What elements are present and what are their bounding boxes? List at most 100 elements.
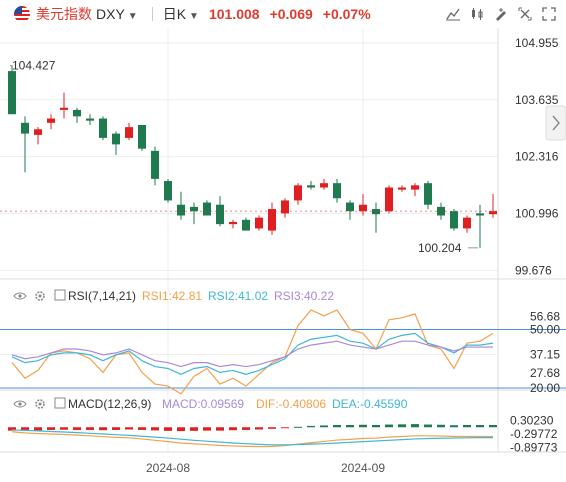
candle-body [8, 71, 16, 115]
candle-body [346, 202, 354, 212]
candle-body [177, 204, 185, 216]
price-change-pct: +0.07% [322, 6, 371, 22]
candle-body [359, 204, 367, 212]
candle-body [307, 185, 315, 188]
macd-bar [73, 427, 81, 430]
candles-icon[interactable] [468, 6, 486, 22]
macd-bar [229, 427, 237, 431]
chart-axes: 104.955 103.635 102.316 100.996 99.676 56.685… [146, 36, 560, 475]
macd-bar [21, 427, 29, 431]
macd-bar [60, 427, 68, 430]
macd-bar [281, 427, 289, 429]
macd-bar [372, 425, 380, 428]
macd-bar [411, 424, 419, 428]
candle-body [268, 209, 276, 231]
panel-toggle-icon[interactable] [54, 289, 66, 301]
macd-bar [489, 425, 497, 428]
price-tick-label: 99.676 [515, 263, 552, 277]
dea-legend: DEA:-0.45590 [332, 397, 408, 411]
candle-body [203, 202, 211, 216]
candle-body [255, 217, 263, 229]
macd-bar [242, 427, 250, 430]
candle-body [86, 118, 94, 121]
candle-body [125, 127, 133, 138]
macd-bar [385, 424, 393, 428]
close-icon[interactable] [516, 6, 534, 22]
draw-icon[interactable] [492, 6, 510, 22]
candle-body [320, 183, 328, 188]
candle-body [398, 187, 406, 190]
chevron-down-icon: ▼ [127, 11, 138, 22]
macd-bar [255, 427, 263, 430]
dxy-chart[interactable]: 104.955 103.635 102.316 100.996 99.676 56.685… [0, 28, 566, 482]
macd-panel [8, 424, 497, 448]
rsi-line-1 [11, 309, 494, 395]
candle-body [450, 211, 458, 229]
eye-icon[interactable] [13, 292, 27, 300]
divider [151, 7, 153, 21]
period-label: 日K [162, 6, 187, 22]
rsi2-legend: RSI2:41.02 [208, 289, 268, 303]
macd-bar [476, 425, 484, 428]
price-tick-label: 102.316 [515, 150, 559, 164]
macd-bar [34, 427, 42, 431]
macd-bar [47, 427, 55, 430]
gear-icon[interactable] [35, 399, 45, 409]
candle-body [99, 118, 107, 138]
chart-header: 美元指数 DXY ▼ 日K ▼ 101.008 +0.069 +0.07% [0, 0, 566, 28]
period-selector[interactable]: 日K ▼ [163, 4, 199, 24]
macd-bar [112, 427, 120, 430]
macd-bar [125, 427, 133, 430]
rsi-tick-label: 37.15 [530, 348, 560, 362]
macd-tick-label: -0.89773 [510, 440, 558, 454]
rsi3-legend: RSI3:40.22 [274, 289, 334, 303]
eye-icon[interactable] [13, 400, 27, 408]
rsi-tick-label: 20.00 [530, 381, 560, 395]
macd-bar [437, 424, 445, 428]
macd-bar [8, 427, 16, 431]
macd-bar [333, 425, 341, 428]
panel-toggle-icon[interactable] [54, 397, 66, 409]
low-annotation: 100.204 [418, 241, 462, 255]
candle-body [385, 187, 393, 212]
gear-icon[interactable] [35, 291, 45, 301]
candle-body [281, 200, 289, 214]
macd-bar [463, 425, 471, 428]
rsi-tick-label: 50.00 [530, 323, 560, 337]
macd-bar [151, 427, 159, 431]
compare-icon[interactable] [444, 6, 462, 22]
candle-body [138, 124, 146, 149]
macd-bar [294, 426, 302, 428]
ticker-label: DXY [96, 6, 125, 22]
macd-bar [450, 425, 458, 428]
macd-tick-label: 0.30230 [510, 413, 554, 427]
candlestick-series [0, 65, 498, 249]
scroll-right-button[interactable] [545, 105, 566, 141]
macd-bar [268, 427, 276, 429]
macd-bar [424, 424, 432, 428]
rsi-line-2 [11, 332, 494, 376]
expand-icon[interactable] [540, 6, 558, 22]
candle-body [47, 118, 55, 123]
symbol-name[interactable]: 美元指数 [36, 6, 92, 22]
rsi1-legend: RSI1:42.81 [142, 289, 202, 303]
candle-body [229, 221, 237, 225]
candle-body [463, 217, 471, 229]
rsi-title: RSI(7,14,21) [68, 289, 136, 303]
dif-legend: DIF:-0.40806 [256, 397, 326, 411]
flag-icon [14, 6, 30, 22]
candle-body [294, 185, 302, 201]
candle-body [164, 181, 172, 201]
last-price: 101.008 [208, 6, 260, 22]
rsi-line-3 [11, 340, 493, 368]
candle-body [60, 107, 68, 110]
candle-body [489, 211, 497, 215]
rsi-legend: RSI(7,14,21) RSI1:42.81 RSI2:41.02 RSI3:… [13, 289, 334, 303]
toolbar [444, 6, 558, 22]
rsi-tick-label: 56.68 [530, 309, 560, 323]
chevron-down-icon: ▼ [189, 11, 199, 22]
price-tick-label: 103.635 [515, 93, 559, 107]
macd-bar [216, 427, 224, 431]
price-change: +0.069 [269, 6, 313, 22]
ticker-selector[interactable]: DXY ▼ [96, 6, 138, 22]
